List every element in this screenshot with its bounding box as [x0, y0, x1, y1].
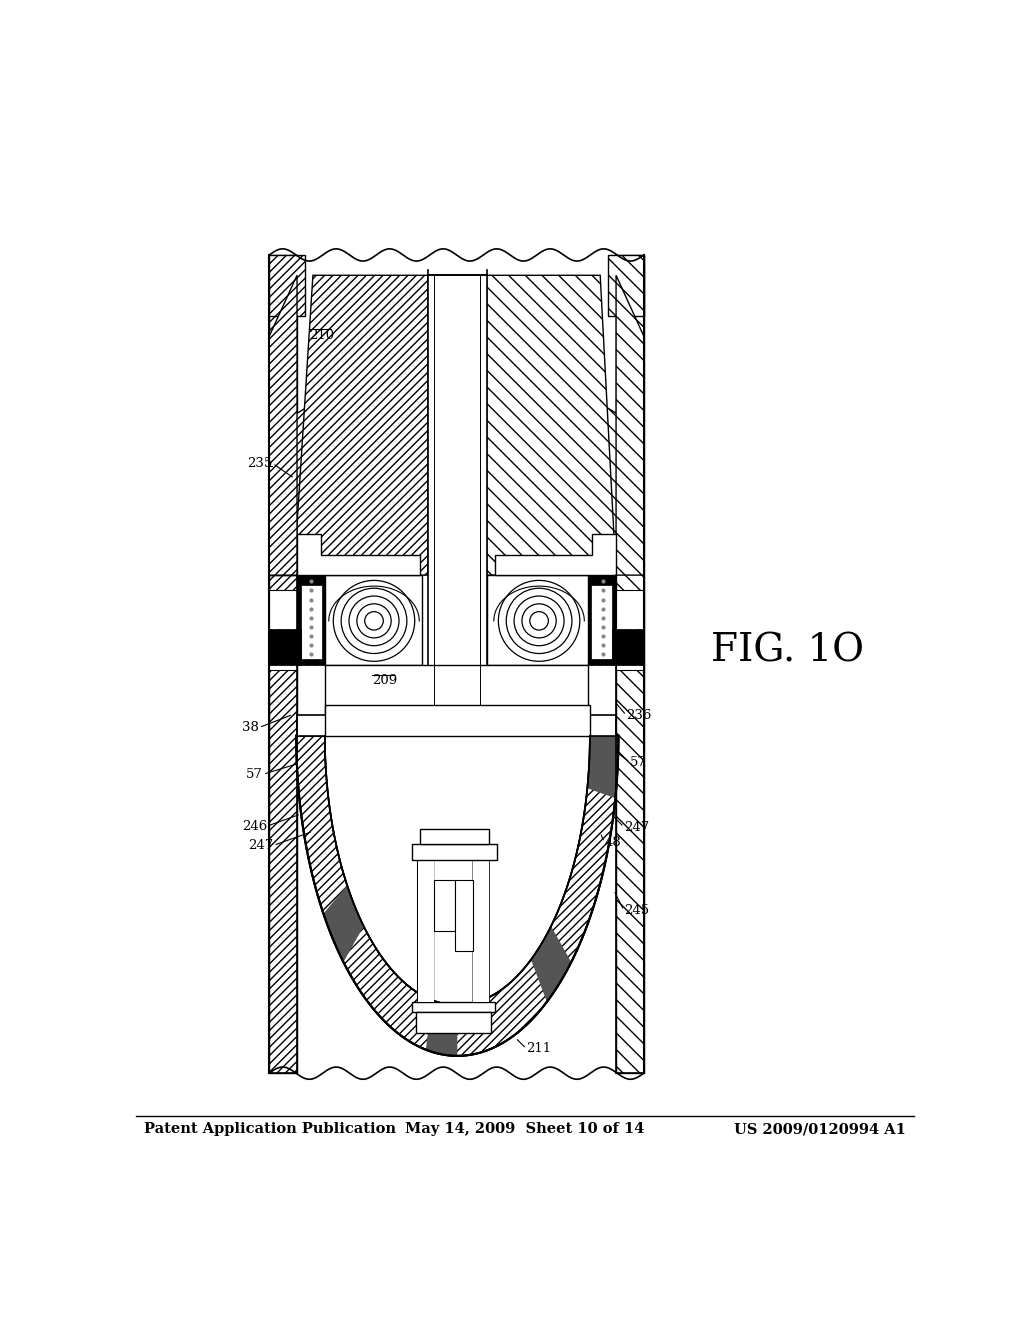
Text: 247: 247 [248, 840, 273, 851]
Text: FIG. 1O: FIG. 1O [712, 632, 864, 669]
Polygon shape [325, 576, 422, 664]
Polygon shape [428, 276, 486, 705]
Polygon shape [531, 927, 571, 1002]
Text: 210: 210 [309, 329, 334, 342]
Polygon shape [612, 630, 644, 664]
Polygon shape [297, 535, 420, 576]
Polygon shape [426, 999, 458, 1056]
Polygon shape [616, 590, 644, 669]
Text: US 2009/0120994 A1: US 2009/0120994 A1 [734, 1122, 905, 1137]
Polygon shape [473, 850, 489, 1002]
Text: 236: 236 [627, 709, 651, 722]
Polygon shape [269, 255, 297, 576]
Text: 246: 246 [242, 820, 267, 833]
Polygon shape [325, 705, 590, 735]
Polygon shape [269, 630, 301, 664]
Polygon shape [297, 276, 428, 576]
Polygon shape [269, 576, 297, 1073]
Polygon shape [495, 535, 616, 576]
Polygon shape [588, 576, 616, 664]
Polygon shape [420, 829, 489, 845]
Polygon shape [269, 276, 297, 576]
Text: 211: 211 [526, 1043, 552, 1055]
Polygon shape [269, 590, 297, 669]
Text: Patent Application Publication: Patent Application Publication [143, 1122, 396, 1137]
Text: 235: 235 [247, 457, 272, 470]
Polygon shape [269, 255, 305, 315]
Text: May 14, 2009  Sheet 10 of 14: May 14, 2009 Sheet 10 of 14 [406, 1122, 644, 1137]
Polygon shape [455, 880, 473, 952]
Polygon shape [416, 1012, 490, 1032]
Polygon shape [473, 859, 489, 1002]
Polygon shape [418, 850, 433, 1002]
Text: 57: 57 [246, 768, 263, 781]
Text: 247: 247 [624, 821, 649, 834]
Polygon shape [412, 845, 497, 859]
Polygon shape [433, 880, 455, 931]
Text: 245: 245 [624, 904, 649, 917]
Polygon shape [616, 276, 644, 576]
Polygon shape [591, 585, 612, 660]
Polygon shape [490, 337, 644, 570]
Polygon shape [269, 337, 424, 570]
Polygon shape [588, 735, 618, 799]
Polygon shape [486, 576, 588, 664]
Text: 57: 57 [630, 755, 646, 768]
Polygon shape [324, 886, 364, 962]
Polygon shape [616, 255, 644, 1073]
Polygon shape [412, 1002, 495, 1012]
Polygon shape [486, 276, 616, 576]
Text: 38: 38 [242, 721, 259, 734]
Polygon shape [301, 585, 323, 660]
Polygon shape [297, 576, 325, 664]
Polygon shape [418, 859, 433, 1002]
Polygon shape [297, 715, 616, 735]
Polygon shape [608, 255, 644, 315]
Text: 209: 209 [372, 675, 397, 688]
Polygon shape [325, 664, 588, 715]
Polygon shape [296, 735, 618, 1056]
Text: 48: 48 [604, 836, 621, 849]
